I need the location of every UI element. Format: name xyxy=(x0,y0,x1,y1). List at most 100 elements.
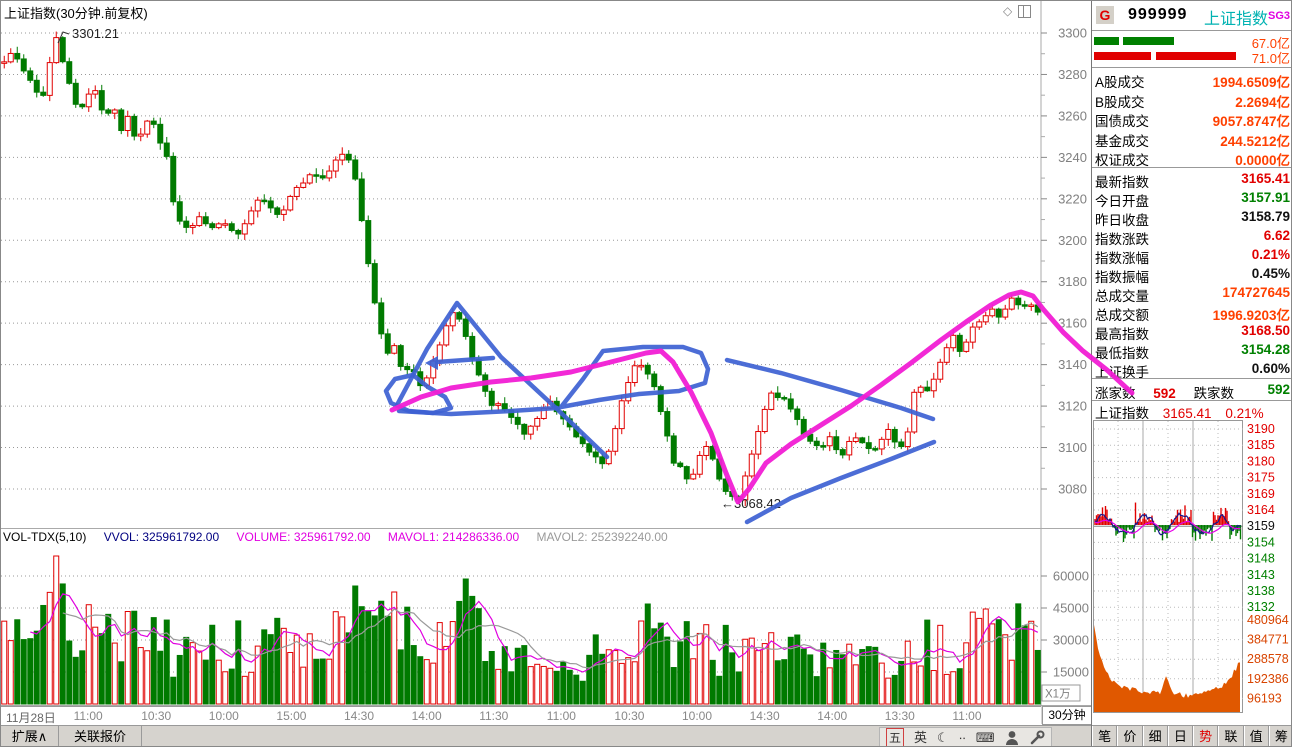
time-axis-label: 14:30 xyxy=(344,709,375,723)
row-label: 指数振幅 xyxy=(1095,270,1149,285)
status-tray: 五英 ☾ ∙∙ ⌨ xyxy=(879,727,1052,746)
time-axis-label: 10:30 xyxy=(614,709,645,723)
low-annotation: ←3068.42 xyxy=(721,496,781,511)
down-count-value: 592 xyxy=(1267,382,1290,397)
time-axis-label: 15:00 xyxy=(276,709,307,723)
mini-price-label: 3143 xyxy=(1247,568,1275,582)
time-axis-label: 14:00 xyxy=(411,709,442,723)
mini-volume-label: 384771 xyxy=(1247,633,1289,647)
volume-axis-label: 30000 xyxy=(1053,633,1089,648)
wubi-ime-indicator[interactable]: 五 xyxy=(886,728,905,746)
chart-corner-icons: ◇ xyxy=(1003,4,1032,18)
sidebar-tab-细[interactable]: 细 xyxy=(1142,726,1168,746)
queue-bar-segment xyxy=(1156,52,1236,60)
sidebar-tab-联[interactable]: 联 xyxy=(1218,726,1244,746)
row-label: 最低指数 xyxy=(1095,346,1149,361)
main-chart[interactable]: 3300 3280 3260 3240 3220 3200 3180 3160 3140 3120… xyxy=(1,1,1091,724)
time-axis-label: 11:00 xyxy=(73,709,103,723)
time-axis-label: 11:00 xyxy=(546,709,576,723)
mini-trend-chart[interactable]: 3190 3185 3180 3175 3169 3164 3159 3154 3148 3143… xyxy=(1092,419,1292,717)
up-count-value: 592 xyxy=(1153,386,1176,401)
chart-title: 上证指数(30分钟.前复权) xyxy=(4,6,148,21)
price-axis-label: 3160 xyxy=(1058,316,1087,331)
mini-price-label: 3154 xyxy=(1247,535,1275,549)
split-window-icon[interactable] xyxy=(1018,4,1032,18)
time-axis-label: 14:00 xyxy=(817,709,848,723)
price-axis-label: 3080 xyxy=(1058,481,1087,496)
row-label: 总成交额 xyxy=(1095,308,1149,323)
turnover-row: 基金成交 244.5212亿 xyxy=(1095,130,1290,150)
index-stat-row: 指数振幅 0.45% xyxy=(1095,266,1290,286)
row-value: 3158.79 xyxy=(1241,209,1290,224)
time-axis-label: 10:30 xyxy=(141,709,172,723)
diamond-icon[interactable]: ◇ xyxy=(1003,4,1013,18)
row-value: 1994.6509亿 xyxy=(1212,75,1290,90)
mini-volume-label: 96193 xyxy=(1247,691,1282,705)
time-axis-label: 13:30 xyxy=(884,709,915,723)
sidebar-tab-筹[interactable]: 筹 xyxy=(1268,726,1291,746)
turnover-row: A股成交 1994.6509亿 xyxy=(1095,71,1290,91)
sidebar-tab-价[interactable]: 价 xyxy=(1117,726,1143,746)
row-value: 3165.41 xyxy=(1241,171,1290,186)
row-value: 0.60% xyxy=(1251,361,1290,376)
row-label: 昨日收盘 xyxy=(1095,213,1149,228)
sidebar-tabs: 笔价细日势联值筹 xyxy=(1092,725,1291,746)
up-count-label: 涨家数 xyxy=(1095,386,1136,401)
queue-bar-value: 71.0亿 xyxy=(1251,51,1290,66)
keyboard-icon[interactable]: ⌨ xyxy=(975,730,995,745)
row-label: 基金成交 xyxy=(1095,133,1149,149)
row-label: 最新指数 xyxy=(1095,175,1149,190)
row-label: 指数涨跌 xyxy=(1095,232,1149,247)
mini-volume-area xyxy=(1094,624,1240,712)
row-value: 6.62 xyxy=(1263,228,1290,243)
row-label: 国债成交 xyxy=(1095,114,1149,130)
mini-price-label: 3169 xyxy=(1247,487,1275,501)
sidebar-tab-笔[interactable]: 笔 xyxy=(1092,726,1118,746)
g-badge: G xyxy=(1096,6,1114,24)
user-icon[interactable] xyxy=(1005,730,1019,746)
price-axis-label: 3120 xyxy=(1058,399,1087,414)
dots-icon[interactable]: ∙∙ xyxy=(958,730,966,745)
tools-icon[interactable] xyxy=(1029,730,1045,746)
vvol-value: VVOL: 325961792.00 xyxy=(103,530,220,544)
sidebar-tab-日[interactable]: 日 xyxy=(1167,726,1193,746)
volume-value: VOLUME: 325961792.00 xyxy=(236,530,371,544)
index-stat-row: 指数涨跌 6.62 xyxy=(1095,228,1290,248)
index-stat-row: 今日开盘 3157.91 xyxy=(1095,190,1290,210)
row-value: 0.21% xyxy=(1251,247,1290,262)
linked-quote-button[interactable]: 关联报价 xyxy=(59,726,142,746)
row-value: 3154.28 xyxy=(1241,342,1290,357)
time-axis-label: 11:30 xyxy=(479,709,509,723)
sidebar-tab-值[interactable]: 值 xyxy=(1243,726,1269,746)
mini-price-label: 3159 xyxy=(1247,519,1275,533)
queue-bar-value: 67.0亿 xyxy=(1251,36,1290,51)
volume-unit-label: X1万 xyxy=(1045,689,1071,701)
period-selector[interactable]: 30分钟 xyxy=(1042,706,1092,725)
time-axis-label: 11:00 xyxy=(952,709,982,723)
price-axis-label: 3220 xyxy=(1058,191,1087,206)
turnover-row: B股成交 2.2694亿 xyxy=(1095,91,1290,111)
sidebar-tab-势[interactable]: 势 xyxy=(1193,726,1219,746)
high-annotation: 3301.21 xyxy=(72,26,119,41)
mavol1-value: MAVOL1: 214286336.00 xyxy=(387,530,520,544)
time-axis-label: 10:00 xyxy=(208,709,239,723)
row-value: 174727645 xyxy=(1222,285,1290,300)
mini-price: 3165.41 xyxy=(1162,406,1212,421)
price-axis-label: 3260 xyxy=(1058,108,1087,123)
queue-bar-segment xyxy=(1094,52,1151,60)
mini-price-label: 3164 xyxy=(1247,503,1275,517)
indicator-name: VOL-TDX(5,10) xyxy=(3,530,87,544)
index-stat-row: 总成交量 174727645 xyxy=(1095,285,1290,305)
status-bar: 扩展∧ 关联报价 五英 ☾ ∙∙ ⌨ xyxy=(1,725,1091,746)
mini-price-line xyxy=(1094,512,1241,536)
price-axis-label: 3140 xyxy=(1058,357,1087,372)
volume-axis-label: 60000 xyxy=(1053,569,1089,584)
row-label: 总成交量 xyxy=(1095,289,1149,304)
moon-icon[interactable]: ☾ xyxy=(937,730,949,745)
row-label: A股成交 xyxy=(1095,75,1145,90)
price-axis-label: 3280 xyxy=(1058,67,1087,82)
english-ime-indicator[interactable]: 英 xyxy=(914,730,928,745)
index-stat-row: 总成交额 1996.9203亿 xyxy=(1095,304,1290,324)
expand-button[interactable]: 扩展∧ xyxy=(1,726,59,746)
